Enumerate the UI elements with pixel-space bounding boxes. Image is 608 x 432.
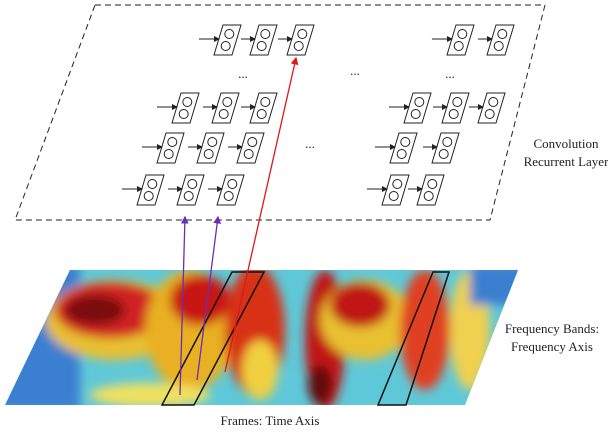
unit xyxy=(389,192,398,201)
axis-label: Frames: Time Axis xyxy=(221,413,320,428)
unit xyxy=(489,98,498,107)
unit xyxy=(225,30,234,39)
axis-label: Frequency Bands: xyxy=(505,321,599,336)
unit xyxy=(443,138,452,147)
unit xyxy=(188,180,197,189)
ellipsis: ... xyxy=(350,63,360,78)
layer-label: Recurrent Layer xyxy=(524,154,608,169)
unit xyxy=(224,192,233,201)
unit xyxy=(298,30,307,39)
unit xyxy=(183,98,192,107)
ellipsis: ... xyxy=(238,66,248,81)
unit xyxy=(415,98,424,107)
unit xyxy=(219,110,228,119)
diagram: Convolution Recurrent Layer Frequency Ba… xyxy=(0,0,608,432)
unit xyxy=(208,138,217,147)
unit xyxy=(498,30,507,39)
unit xyxy=(179,110,188,119)
unit xyxy=(428,180,437,189)
unit xyxy=(397,150,406,159)
unit xyxy=(453,98,462,107)
unit xyxy=(164,150,173,159)
unit xyxy=(257,110,266,119)
unit xyxy=(454,42,463,51)
unit xyxy=(228,180,237,189)
layer-label: Convolution xyxy=(533,136,599,151)
unit xyxy=(244,150,253,159)
unit xyxy=(458,30,467,39)
unit xyxy=(204,150,213,159)
unit xyxy=(424,192,433,201)
unit xyxy=(485,110,494,119)
unit xyxy=(221,42,230,51)
ellipsis: ... xyxy=(445,66,455,81)
axis-label: Frequency Axis xyxy=(511,339,593,354)
unit xyxy=(449,110,458,119)
unit xyxy=(223,98,232,107)
unit xyxy=(261,30,270,39)
unit xyxy=(494,42,503,51)
unit xyxy=(439,150,448,159)
unit xyxy=(148,180,157,189)
unit xyxy=(168,138,177,147)
unit xyxy=(294,42,303,51)
unit xyxy=(257,42,266,51)
spectrogram xyxy=(0,265,530,410)
unit xyxy=(144,192,153,201)
unit xyxy=(261,98,270,107)
unit xyxy=(248,138,257,147)
unit xyxy=(393,180,402,189)
ellipsis: ... xyxy=(305,136,315,151)
unit xyxy=(184,192,193,201)
unit xyxy=(401,138,410,147)
unit xyxy=(411,110,420,119)
